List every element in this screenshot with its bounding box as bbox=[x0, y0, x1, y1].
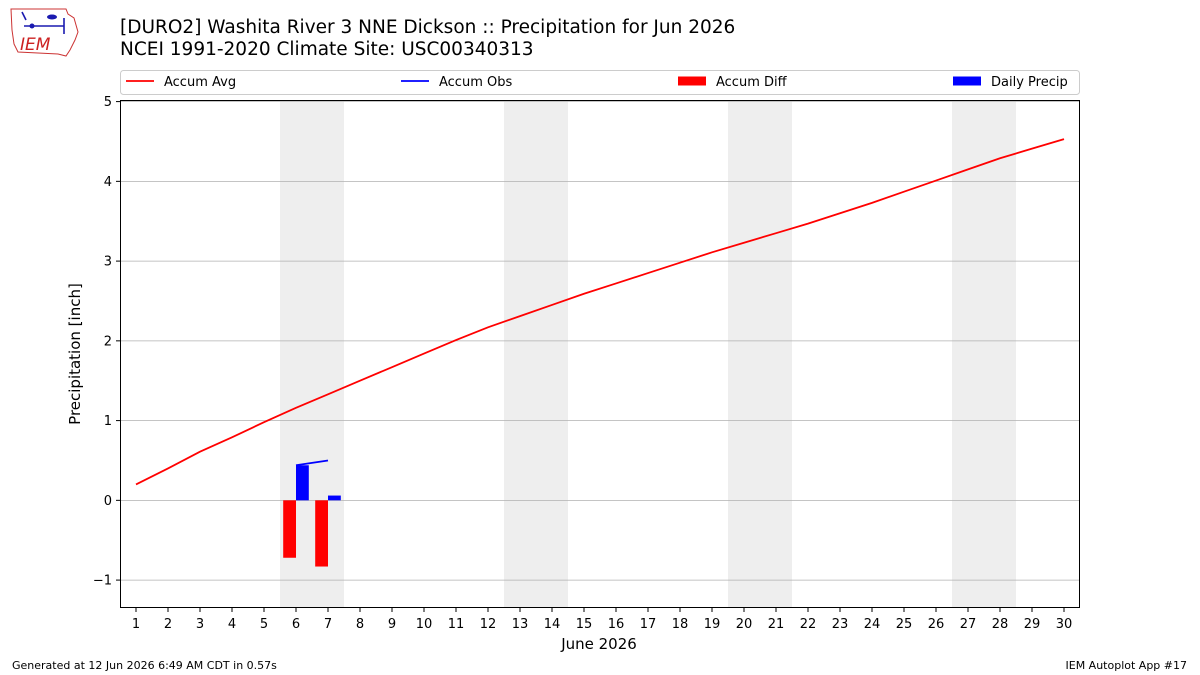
legend-swatch-bar bbox=[678, 76, 706, 86]
x-tick-label: 5 bbox=[260, 617, 268, 632]
weekend-shading bbox=[280, 100, 1016, 608]
weekend-band-4 bbox=[952, 100, 1016, 608]
y-tick-label: 3 bbox=[104, 255, 112, 270]
x-tick-label: 20 bbox=[736, 617, 753, 632]
x-tick-label: 17 bbox=[640, 617, 657, 632]
generated-note: Generated at 12 Jun 2026 6:49 AM CDT in … bbox=[12, 659, 277, 672]
x-tick-label: 16 bbox=[608, 617, 625, 632]
daily-precip-bar bbox=[296, 465, 309, 501]
legend-label: Accum Diff bbox=[716, 75, 788, 90]
x-tick-label: 22 bbox=[800, 617, 817, 632]
accum-obs-line bbox=[295, 459, 329, 467]
y-tick-label: 2 bbox=[104, 334, 112, 349]
x-tick-label: 13 bbox=[512, 617, 529, 632]
bars bbox=[283, 465, 341, 567]
x-tick-label: 3 bbox=[196, 617, 204, 632]
series-lines bbox=[135, 138, 1065, 486]
x-tick-label: 19 bbox=[704, 617, 721, 632]
logo-text: IEM bbox=[20, 35, 51, 55]
x-axis-label: June 2026 bbox=[560, 635, 637, 653]
weekend-band-2 bbox=[504, 100, 568, 608]
x-tick-label: 24 bbox=[864, 617, 881, 632]
x-tick-label: 6 bbox=[292, 617, 300, 632]
iem-logo: IEM bbox=[10, 8, 79, 57]
x-tick-label: 9 bbox=[388, 617, 396, 632]
x-tick-label: 11 bbox=[448, 617, 465, 632]
x-tick-label: 4 bbox=[228, 617, 236, 632]
x-tick-label: 18 bbox=[672, 617, 689, 632]
plot-frame bbox=[120, 100, 1080, 608]
y-tick-label: 5 bbox=[104, 95, 112, 110]
legend-label: Daily Precip bbox=[991, 75, 1068, 90]
x-tick-label: 23 bbox=[832, 617, 849, 632]
x-tick-label: 1 bbox=[132, 617, 140, 632]
legend-label: Accum Obs bbox=[439, 75, 512, 90]
accum-diff-bar bbox=[283, 500, 296, 558]
legend-box bbox=[120, 70, 1080, 95]
x-tick-label: 15 bbox=[576, 617, 593, 632]
x-tick-label: 27 bbox=[960, 617, 977, 632]
x-tick-label: 2 bbox=[164, 617, 172, 632]
chart-title: [DURO2] Washita River 3 NNE Dickson :: P… bbox=[120, 17, 736, 38]
x-tick-label: 14 bbox=[544, 617, 561, 632]
chart-subtitle: NCEI 1991-2020 Climate Site: USC00340313 bbox=[120, 39, 534, 60]
x-tick-label: 7 bbox=[324, 617, 332, 632]
x-axis-ticks: 1 2 3 4 5 6 7 8 9 10 11 12 13 14 15 16 17 18 19 20 21 22 23 24 2… bbox=[132, 608, 1072, 632]
x-tick-label: 28 bbox=[992, 617, 1009, 632]
app-label: IEM Autoplot App #17 bbox=[1065, 659, 1188, 672]
weekend-band-3 bbox=[728, 100, 792, 608]
y-axis-label: Precipitation [inch] bbox=[66, 283, 84, 425]
x-tick-label: 30 bbox=[1056, 617, 1073, 632]
gridlines bbox=[120, 101, 1080, 581]
y-axis-ticks: −1 0 1 2 3 4 5 bbox=[93, 95, 120, 589]
y-tick-label: 0 bbox=[104, 494, 112, 509]
accum-diff-bar bbox=[315, 500, 328, 567]
legend: Accum Avg Accum Obs Accum Diff Daily Precip bbox=[120, 70, 1080, 95]
x-tick-label: 29 bbox=[1024, 617, 1041, 632]
x-tick-label: 10 bbox=[416, 617, 433, 632]
legend-swatch-bar bbox=[953, 76, 981, 86]
legend-label: Accum Avg bbox=[164, 75, 236, 90]
y-tick-label: −1 bbox=[93, 574, 112, 589]
x-tick-label: 21 bbox=[768, 617, 785, 632]
accum-avg-line bbox=[135, 138, 1065, 486]
x-tick-label: 12 bbox=[480, 617, 497, 632]
x-tick-label: 26 bbox=[928, 617, 945, 632]
x-tick-label: 25 bbox=[896, 617, 913, 632]
y-tick-label: 4 bbox=[104, 175, 112, 190]
daily-precip-bar bbox=[328, 495, 341, 501]
x-tick-label: 8 bbox=[356, 617, 364, 632]
y-tick-label: 1 bbox=[104, 414, 112, 429]
